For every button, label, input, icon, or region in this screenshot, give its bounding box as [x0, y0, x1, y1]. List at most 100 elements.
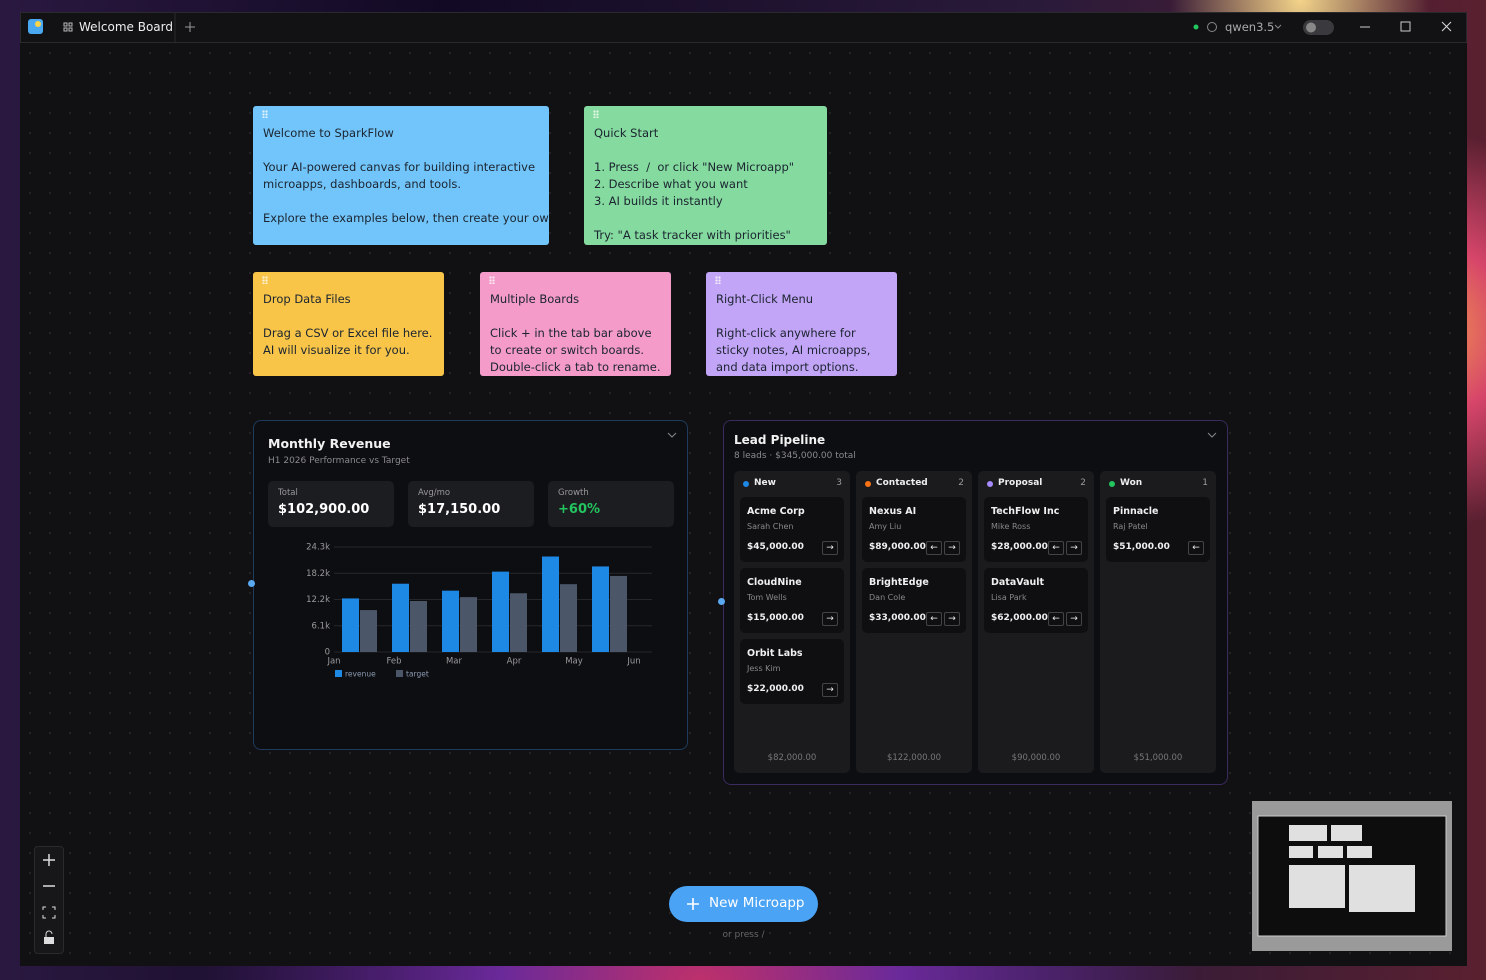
move-button[interactable]: ← — [1048, 612, 1064, 626]
minimap-view — [1257, 815, 1447, 937]
sticky-note[interactable]: Multiple Boards Click + in the tab bar ab… — [480, 272, 671, 376]
lead-amount: $15,000.00 — [747, 613, 804, 623]
move-button[interactable]: → — [1066, 612, 1082, 626]
drag-handle — [715, 276, 721, 284]
move-button[interactable]: ← — [926, 541, 942, 555]
column-name: Won — [1120, 478, 1143, 488]
lead-company: DataVault — [991, 577, 1045, 588]
model-name[interactable]: qwen3.5 — [1225, 20, 1275, 34]
fit-view-button[interactable] — [42, 906, 56, 919]
tab-title[interactable]: Welcome Board — [79, 20, 173, 34]
lead-contact: Tom Wells — [747, 593, 787, 602]
lead-company: Orbit Labs — [747, 648, 803, 659]
zoom-in-button[interactable] — [43, 854, 55, 866]
status-dot — [1193, 24, 1199, 30]
collapse-icon[interactable] — [667, 431, 677, 439]
sticky-note[interactable]: Drop Data Files Drag a CSV or Excel file … — [253, 272, 444, 376]
toggle-knob — [1306, 22, 1316, 33]
new-microapp-button[interactable]: New Microapp — [669, 886, 818, 922]
lead-amount: $51,000.00 — [1113, 542, 1170, 552]
move-button[interactable]: ← — [926, 612, 942, 626]
minimap-nodes — [1289, 825, 1415, 912]
move-button[interactable]: → — [822, 612, 838, 626]
column-count: 2 — [958, 478, 964, 488]
minimap[interactable] — [1252, 801, 1452, 951]
column-total: $51,000.00 — [1133, 753, 1183, 763]
note-line: Explore the examples below, then create … — [263, 211, 549, 225]
move-button[interactable]: → — [1066, 541, 1082, 555]
model-chevron[interactable] — [1274, 24, 1282, 29]
lead-contact: Jess Kim — [747, 664, 781, 673]
collapse-icon[interactable] — [1207, 431, 1217, 439]
note-line: sticky notes, AI microapps, — [716, 343, 871, 357]
column-name: New — [754, 478, 776, 488]
title-bar: Welcome Board qwen3.5 — [20, 12, 1467, 43]
move-button[interactable]: ← — [1188, 541, 1204, 555]
drag-handle — [593, 110, 599, 118]
note-title: Multiple Boards — [490, 292, 580, 306]
sticky-note[interactable]: Quick Start 1. Press / or click "New Micr… — [584, 106, 827, 245]
tab-icon — [63, 22, 73, 32]
move-button[interactable]: → — [944, 541, 960, 555]
move-button[interactable]: → — [822, 683, 838, 697]
lead-card[interactable]: TechFlow Inc Mike Ross $28,000.00 ← → — [984, 497, 1088, 562]
stat-value: $17,150.00 — [418, 502, 501, 517]
button-label: New Microapp — [709, 895, 805, 911]
stat-label: Total — [278, 488, 298, 498]
move-button[interactable]: → — [944, 612, 960, 626]
note-paragraph: Your AI-powered canvas for building inte… — [263, 159, 539, 193]
note-title: Right-Click Menu — [716, 292, 814, 306]
pipeline-widget[interactable]: Lead Pipeline 8 leads · $345,000.00 tota… — [723, 420, 1228, 785]
lead-card[interactable]: Orbit Labs Jess Kim $22,000.00 → — [740, 639, 844, 704]
note-line: Right-click anywhere for — [716, 326, 856, 340]
add-tab-button[interactable] — [185, 22, 195, 32]
widget-title: Monthly Revenue — [268, 436, 391, 451]
stat-box: Growth +60% — [548, 481, 674, 527]
lead-card[interactable]: Acme Corp Sarah Chen $45,000.00 → — [740, 497, 844, 562]
note-title: Welcome to SparkFlow — [263, 126, 394, 140]
maximize-button[interactable] — [1400, 21, 1411, 32]
column-dot — [743, 481, 749, 487]
lock-button[interactable] — [44, 937, 54, 944]
column-dot — [1109, 481, 1115, 487]
lead-contact: Raj Patel — [1113, 522, 1148, 531]
connector-handle[interactable] — [718, 598, 725, 605]
note-line: 3. AI builds it instantly — [594, 194, 723, 208]
move-button[interactable]: → — [822, 541, 838, 555]
note-line: 2. Describe what you want — [594, 177, 748, 191]
lead-amount: $89,000.00 — [869, 542, 926, 552]
note-line: AI will visualize it for you. — [263, 343, 410, 357]
pipeline-column: Proposal 2 TechFlow Inc Mike Ross $28,000.00… — [978, 471, 1094, 773]
note-line: to create or switch boards. — [490, 343, 645, 357]
column-total: $82,000.00 — [767, 753, 817, 763]
column-name: Contacted — [876, 478, 928, 488]
note-paragraph: Explore the examples below, then create … — [263, 210, 549, 227]
column-count: 3 — [836, 478, 842, 488]
lead-contact: Sarah Chen — [747, 522, 794, 531]
app-icon — [28, 19, 43, 34]
move-button[interactable]: ← — [1048, 541, 1064, 555]
stat-box: Total $102,900.00 — [268, 481, 394, 527]
revenue-widget[interactable]: Monthly Revenue H1 2026 Performance vs T… — [253, 420, 688, 750]
column-total: $90,000.00 — [1011, 753, 1061, 763]
zoom-icons — [42, 854, 56, 944]
lead-card[interactable]: Nexus AI Amy Liu $89,000.00 ← → — [862, 497, 966, 562]
sticky-note[interactable]: Right-Click Menu Right-click anywhere for… — [706, 272, 897, 376]
lead-card[interactable]: DataVault Lisa Park $62,000.00 ← → — [984, 568, 1088, 633]
sticky-note[interactable]: Welcome to SparkFlow Your AI-powered canv… — [253, 106, 549, 245]
lead-card[interactable]: BrightEdge Dan Cole $33,000.00 ← → — [862, 568, 966, 633]
lead-card[interactable]: CloudNine Tom Wells $15,000.00 → — [740, 568, 844, 633]
model-icon — [1207, 22, 1217, 32]
lead-contact: Amy Liu — [869, 522, 902, 531]
lead-amount: $33,000.00 — [869, 613, 926, 623]
lead-company: BrightEdge — [869, 577, 929, 588]
note-line: Try: "A task tracker with priorities" — [594, 228, 791, 242]
connector-handle[interactable] — [248, 580, 255, 587]
column-count: 2 — [1080, 478, 1086, 488]
zoom-controls — [34, 846, 64, 954]
close-button[interactable] — [1441, 21, 1452, 32]
lead-card[interactable]: Pinnacle Raj Patel $51,000.00 ← — [1106, 497, 1210, 562]
lock-shackle — [45, 930, 53, 937]
column-dot — [865, 481, 871, 487]
